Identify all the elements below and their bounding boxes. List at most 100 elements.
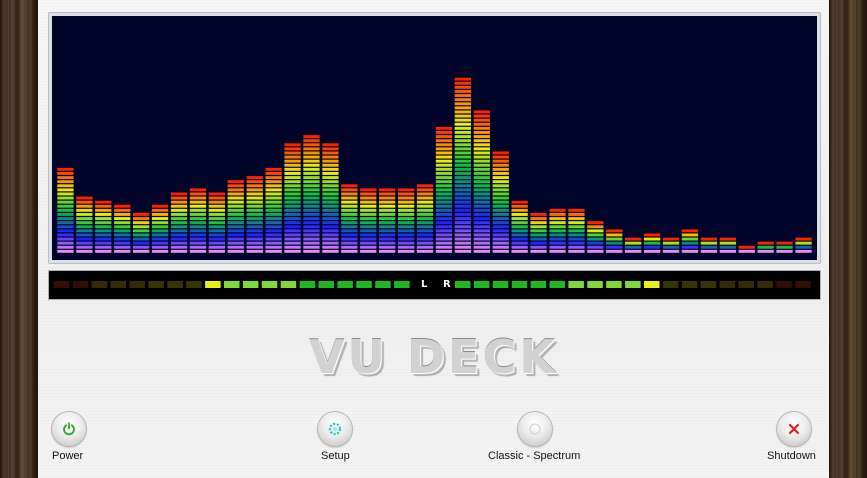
spectrum-segment <box>454 225 471 229</box>
spectrum-segment <box>76 233 93 237</box>
spectrum-segment <box>151 249 169 253</box>
spectrum-segment <box>227 229 244 233</box>
spectrum-segment <box>189 221 207 225</box>
spectrum-segment <box>170 200 188 204</box>
spectrum-segment <box>398 225 415 229</box>
spectrum-segment <box>246 192 263 196</box>
spectrum-segment <box>95 233 112 237</box>
vu-right-segment <box>511 281 528 288</box>
spectrum-segment <box>549 208 566 212</box>
vu-left-segment <box>356 281 372 288</box>
spectrum-segment <box>76 204 93 208</box>
spectrum-segment <box>606 249 623 253</box>
spectrum-segment <box>265 180 282 184</box>
spectrum-segment <box>435 188 453 192</box>
spectrum-segment <box>454 188 471 192</box>
spectrum-segment <box>681 237 699 241</box>
spectrum-segment <box>208 225 225 229</box>
spectrum-segment <box>379 217 396 220</box>
power-button[interactable] <box>52 412 86 446</box>
spectrum-segment <box>435 249 453 253</box>
spectrum-segment <box>644 249 661 253</box>
spectrum-segment <box>322 155 339 159</box>
spectrum-segment <box>265 225 282 229</box>
spectrum-segment <box>189 217 207 220</box>
spectrum-segment <box>473 229 490 233</box>
spectrum-segment <box>114 233 131 237</box>
vu-right-segment <box>757 281 773 288</box>
spectrum-segment <box>473 249 490 253</box>
spectrum-segment <box>587 245 604 249</box>
spectrum-segment <box>416 249 434 253</box>
wood-side-panel-left <box>0 0 38 478</box>
spectrum-segment <box>265 172 282 175</box>
vu-left-segment <box>242 281 259 288</box>
spectrum-segment <box>208 192 225 196</box>
spectrum-segment <box>454 143 471 147</box>
spectrum-segment <box>189 188 207 192</box>
spectrum-segment <box>606 245 623 249</box>
spectrum-segment <box>151 225 169 229</box>
spectrum-segment <box>435 155 453 159</box>
spectrum-segment <box>549 241 566 245</box>
spectrum-segment <box>416 184 434 188</box>
spectrum-band <box>398 188 415 253</box>
spectrum-segment <box>284 225 301 229</box>
spectrum-band <box>776 241 793 253</box>
spectrum-segment <box>57 184 74 188</box>
spectrum-band <box>95 200 112 253</box>
spectrum-segment <box>473 245 490 249</box>
spectrum-segment <box>416 213 434 216</box>
spectrum-segment <box>492 233 509 237</box>
spectrum-segment <box>719 249 736 253</box>
spectrum-segment <box>227 221 244 225</box>
spectrum-segment <box>435 139 453 143</box>
vu-left-segment <box>375 281 391 288</box>
vu-right-segment <box>738 281 754 288</box>
spectrum-segment <box>133 217 150 220</box>
spectrum-segment <box>530 245 547 249</box>
spectrum-segment <box>265 176 282 179</box>
spectrum-band <box>662 237 680 253</box>
classic-spectrum-button[interactable] <box>518 412 552 446</box>
spectrum-segment <box>303 184 320 188</box>
setup-button[interactable] <box>318 412 352 446</box>
spectrum-segment <box>549 229 566 233</box>
spectrum-segment <box>454 90 471 93</box>
spectrum-segment <box>549 221 566 225</box>
spectrum-segment <box>379 229 396 233</box>
spectrum-segment <box>360 188 377 192</box>
shutdown-button[interactable] <box>777 412 811 446</box>
spectrum-band <box>681 229 699 253</box>
spectrum-band <box>208 192 225 253</box>
spectrum-segment <box>492 249 509 253</box>
spectrum-segment <box>398 217 415 220</box>
spectrum-segment <box>208 221 225 225</box>
spectrum-segment <box>511 233 528 237</box>
spectrum-segment <box>379 237 396 241</box>
spectrum-segment <box>265 184 282 188</box>
spectrum-segment <box>379 196 396 200</box>
spectrum-segment <box>530 213 547 216</box>
spectrum-segment <box>549 233 566 237</box>
spectrum-segment <box>549 245 566 249</box>
spectrum-segment <box>795 237 812 241</box>
spectrum-segment <box>435 213 453 216</box>
spectrum-segment <box>227 249 244 253</box>
spectrum-segment <box>265 200 282 204</box>
spectrum-segment <box>776 241 793 245</box>
spectrum-segment <box>606 229 623 233</box>
spectrum-segment <box>454 237 471 241</box>
spectrum-band <box>719 237 736 253</box>
spectrum-segment <box>114 204 131 208</box>
spectrum-segment <box>662 237 680 241</box>
spectrum-segment <box>587 241 604 245</box>
spectrum-segment <box>398 245 415 249</box>
spectrum-segment <box>492 245 509 249</box>
spectrum-segment <box>284 241 301 245</box>
spectrum-segment <box>133 225 150 229</box>
spectrum-segment <box>284 184 301 188</box>
spectrum-segment <box>473 143 490 147</box>
spectrum-segment <box>265 237 282 241</box>
spectrum-segment <box>454 249 471 253</box>
